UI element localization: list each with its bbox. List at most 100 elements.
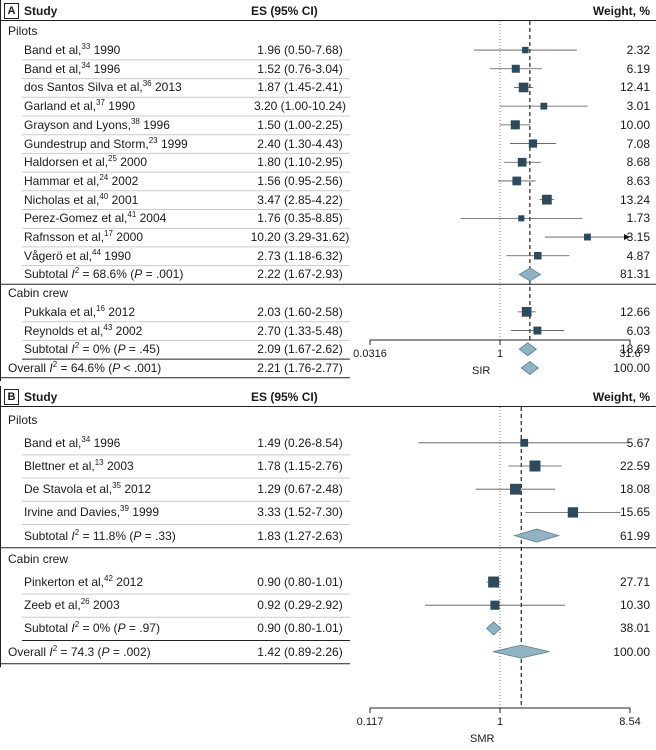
study-label: Perez-Gomez et al,41 2004 xyxy=(24,210,166,228)
panel-letter: A xyxy=(4,3,19,19)
weight-value: 2.32 xyxy=(626,43,650,58)
x-tick-label: 0.0316 xyxy=(353,348,387,360)
point-estimate-marker xyxy=(518,82,529,93)
point-estimate-marker xyxy=(522,46,529,54)
study-label: Band et al,34 1996 xyxy=(24,435,120,453)
es-ci-text: 2.40 (1.30-4.43) xyxy=(257,136,343,151)
p-symbol: P xyxy=(101,644,110,659)
study-name: Nicholas et al, xyxy=(24,192,100,207)
es-ci-text: 0.90 (0.80-1.01) xyxy=(257,575,343,589)
i2-exp: 2 xyxy=(74,341,80,351)
weight-value: 5.67 xyxy=(626,435,650,450)
point-estimate-marker xyxy=(540,102,548,110)
p-value: .45 xyxy=(139,342,156,357)
study-label: Zeeb et al,26 2003 xyxy=(24,597,120,615)
es-ci-text: 0.92 (0.29-2.92) xyxy=(257,598,343,613)
study-name: Band et al, xyxy=(24,435,82,450)
i2-symbol: I xyxy=(71,267,75,282)
weight-value: 61.99 xyxy=(619,528,650,543)
p-operator: = xyxy=(145,267,153,282)
p-operator: = xyxy=(112,644,120,659)
i2-value: 0% xyxy=(92,342,111,357)
x-axis-label: SMR xyxy=(470,733,495,745)
p-value: .001 xyxy=(133,360,158,375)
study-name: Blettner et al, xyxy=(24,459,95,473)
es-ci-text: 1.78 (1.15-2.76) xyxy=(257,459,343,473)
subtotal-diamond xyxy=(518,342,537,357)
point-estimate-marker xyxy=(528,139,538,148)
overall-label: Overall I2 = 74.3 (P = .002) xyxy=(8,643,151,659)
weight-value: 100.00 xyxy=(613,644,650,659)
i2-value: 0% xyxy=(92,621,111,636)
p-symbol: P xyxy=(133,528,142,543)
study-year: 2004 xyxy=(139,211,167,226)
i2-value: 74.3 xyxy=(70,644,95,659)
study-name: Haldorsen et al, xyxy=(24,155,109,170)
study-year: 2012 xyxy=(124,482,152,497)
study-year: 1999 xyxy=(132,505,159,520)
header-weight: Weight, % xyxy=(592,390,650,404)
weight-value: 12.41 xyxy=(619,80,650,95)
point-estimate-marker xyxy=(511,64,520,73)
i2-exp: 2 xyxy=(52,359,58,369)
forest-plot-a: A Study ES (95% CI) Weight, % Pilots Band… xyxy=(0,0,656,382)
study-label: Nicholas et al,40 2001 xyxy=(24,192,138,210)
study-name: Band et al, xyxy=(24,61,82,76)
study-label: Reynolds et al,43 2002 xyxy=(24,323,142,341)
p-operator: = xyxy=(128,342,136,357)
i2-symbol: I xyxy=(71,342,75,357)
study-label: Band et al,33 1990 xyxy=(24,42,120,60)
x-tick-label: 1 xyxy=(496,716,504,728)
i2-symbol: I xyxy=(71,528,75,543)
ref-number: 33 xyxy=(81,42,91,52)
row-label: Subtotal xyxy=(24,342,69,357)
study-name: Rafnsson et al, xyxy=(24,230,105,245)
group-label: Cabin crew xyxy=(8,286,69,301)
ref-number: 42 xyxy=(104,574,113,583)
p-value: .001 xyxy=(155,267,180,282)
point-estimate-marker xyxy=(490,600,500,610)
weight-value: 22.59 xyxy=(619,459,650,473)
study-year: 2013 xyxy=(154,80,182,95)
es-ci-text: 1.83 (1.27-2.63) xyxy=(257,528,343,543)
study-year: 2000 xyxy=(116,230,143,245)
ref-number: 13 xyxy=(94,458,104,467)
weight-value: 38.01 xyxy=(619,621,650,636)
plot-svg xyxy=(0,0,656,382)
weight-value: 81.31 xyxy=(619,267,650,282)
ref-number: 36 xyxy=(142,79,152,89)
p-value: .002 xyxy=(123,644,147,659)
ref-number: 39 xyxy=(120,504,129,514)
weight-value: 18.08 xyxy=(619,482,650,497)
header-study: Study xyxy=(24,4,58,18)
weight-value: 27.71 xyxy=(619,575,650,589)
point-estimate-marker xyxy=(529,460,541,472)
i2-exp: 2 xyxy=(74,527,80,537)
p-value: .33 xyxy=(155,528,172,543)
x-tick-label: 0.117 xyxy=(356,716,384,728)
x-tick-label: 1 xyxy=(496,348,504,360)
study-label: Garland et al,37 1990 xyxy=(24,98,135,116)
ref-number: 24 xyxy=(99,172,109,182)
p-symbol: P xyxy=(117,621,126,636)
p-symbol: P xyxy=(134,267,143,282)
subtotal-label: Subtotal I2 = 68.6% (P = .001) xyxy=(24,266,184,282)
i2-exp: 2 xyxy=(74,620,80,630)
weight-value: 8.68 xyxy=(626,155,650,170)
x-axis-label: SIR xyxy=(472,365,491,377)
point-estimate-marker xyxy=(518,215,525,222)
plot-svg xyxy=(0,386,656,713)
i2-symbol: I xyxy=(49,360,53,375)
group-label: Pilots xyxy=(8,412,38,427)
weight-value: 3.15 xyxy=(626,230,650,245)
point-estimate-marker xyxy=(567,507,579,518)
point-estimate-marker xyxy=(512,176,522,186)
i2-value: 64.6% xyxy=(70,360,105,375)
weight-value: 13.24 xyxy=(619,192,650,207)
i2-value: 68.6% xyxy=(92,267,127,282)
header-study: Study xyxy=(24,390,58,404)
p-value: .97 xyxy=(139,621,156,636)
i2-value: 11.8% xyxy=(92,528,127,543)
group-label: Cabin crew xyxy=(8,551,69,566)
ref-number: 25 xyxy=(108,154,117,164)
